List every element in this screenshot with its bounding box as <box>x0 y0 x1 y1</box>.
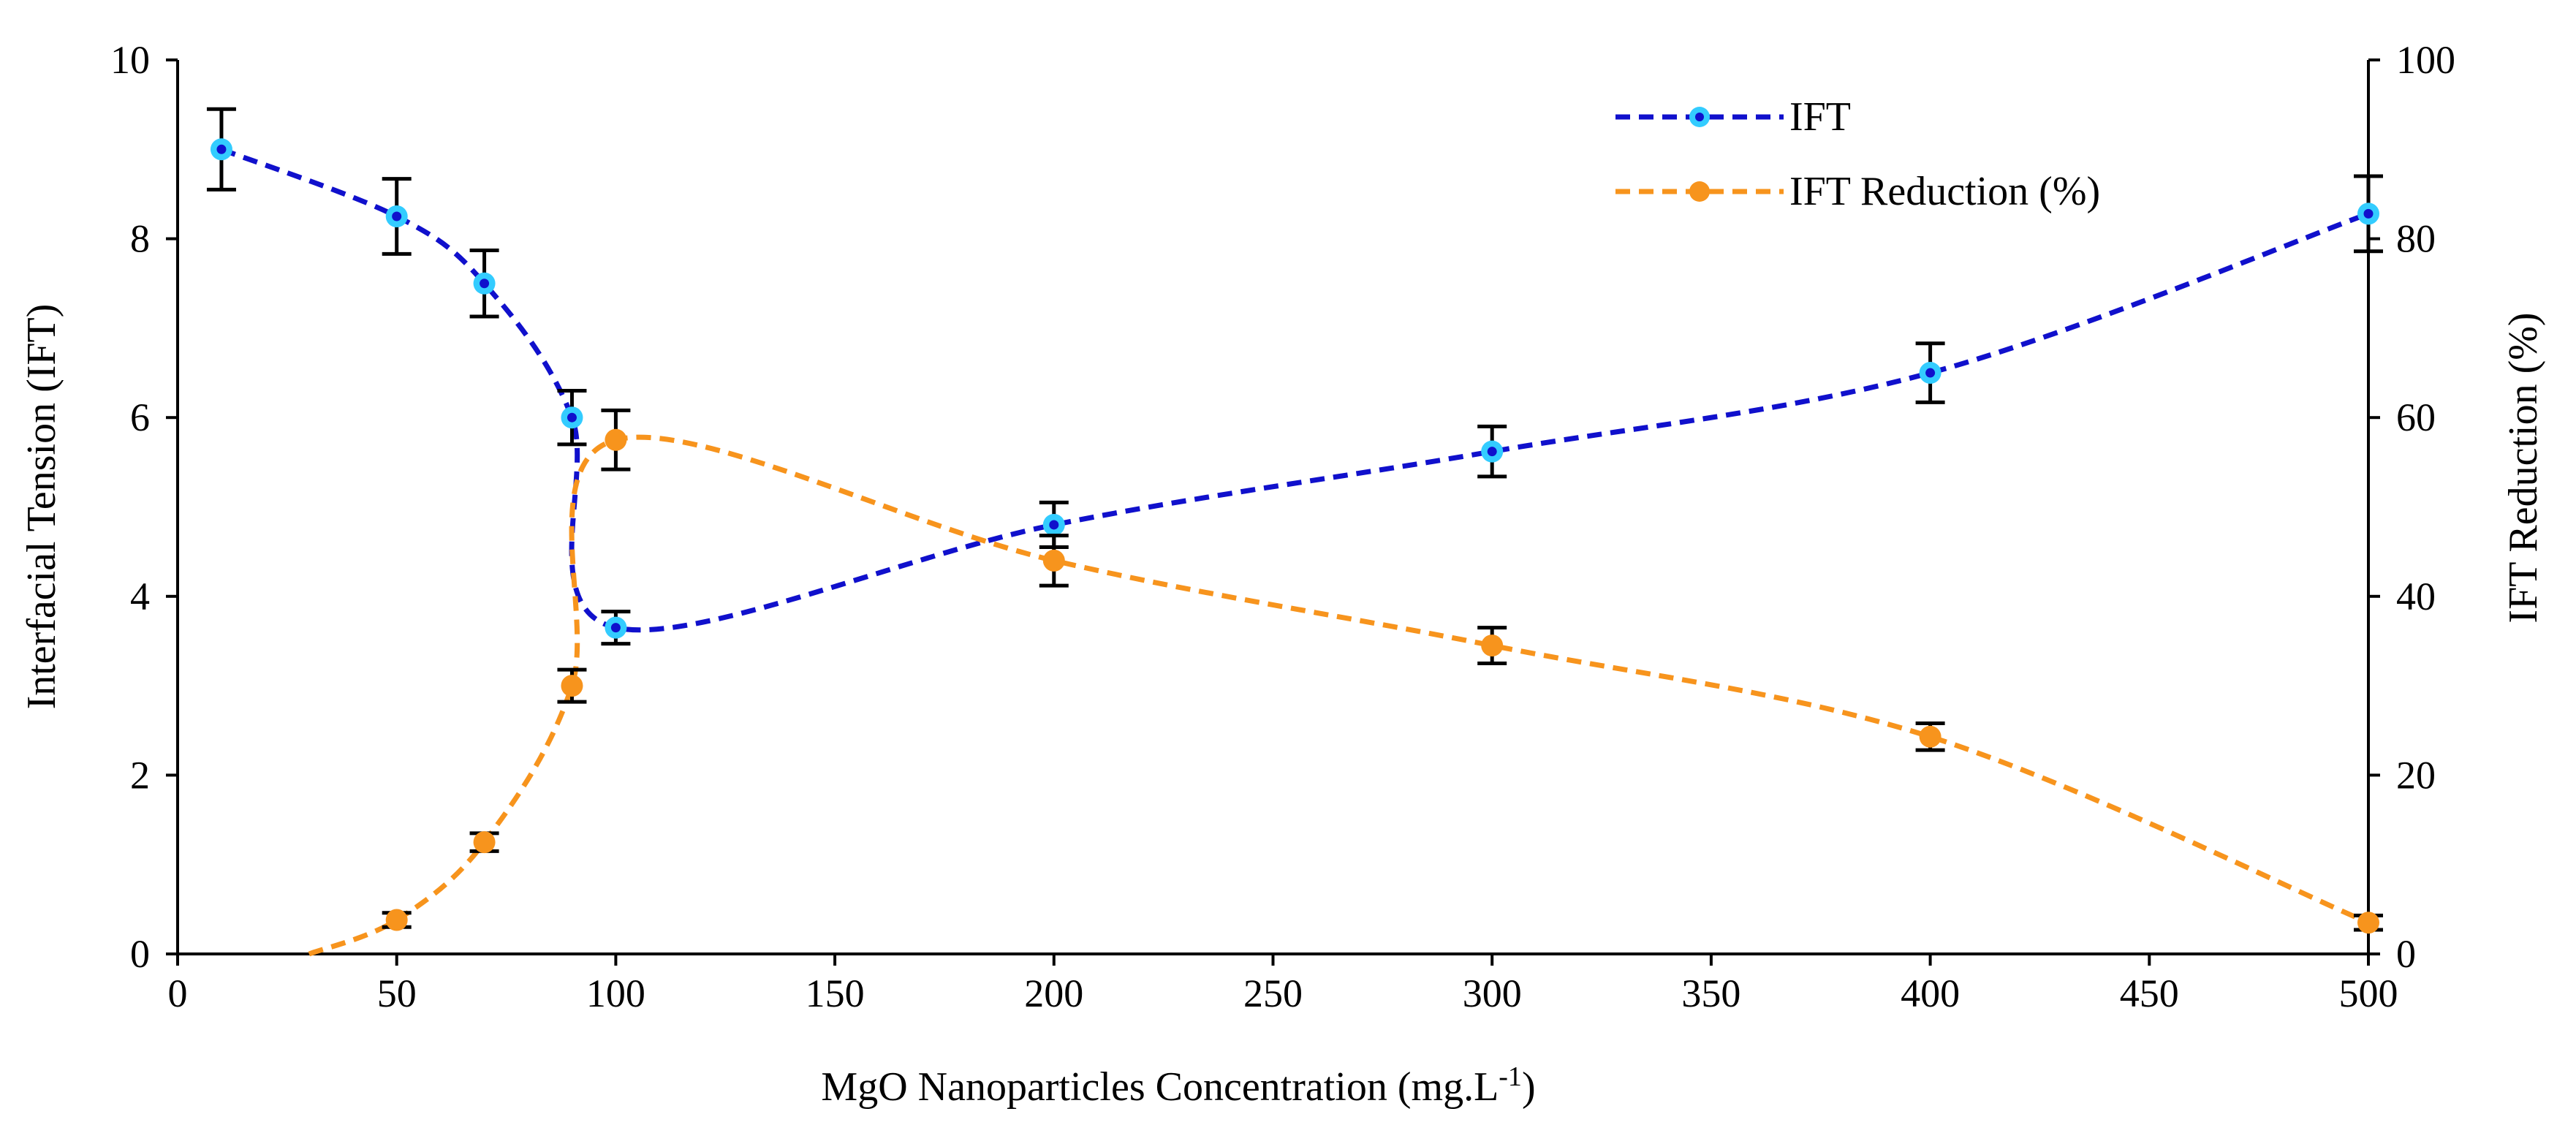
data-point-ift-reduction <box>385 909 408 931</box>
series-line-ift <box>220 147 2370 633</box>
y-right-tick-label: 40 <box>2396 575 2436 618</box>
x-axis-title-superscript: -1 <box>1499 1061 1522 1092</box>
series-ift-reduction <box>308 408 2383 957</box>
y-left-tick-label: 10 <box>110 38 150 82</box>
plot-area <box>206 107 2383 957</box>
legend-item-ift-reduction: IFT Reduction (%) <box>1615 169 2100 214</box>
data-point-center-ift <box>480 279 490 289</box>
data-point-ift-reduction <box>1042 549 1065 572</box>
ticks: 0 50 100 150 200 250 300 350 400 450 5000246810020… <box>110 38 2455 1015</box>
x-tick-label: 350 <box>1681 971 1740 1015</box>
data-point-center-ift <box>2363 208 2374 219</box>
series-line-ift-reduction <box>308 434 2370 957</box>
data-point-ift-reduction <box>1919 725 1942 748</box>
x-axis-title-suffix: ) <box>1522 1064 1536 1110</box>
y-left-tick-label: 8 <box>130 217 150 261</box>
x-tick-label: 150 <box>806 971 865 1015</box>
y-right-axis-title: IFT Reduction (%) <box>2501 312 2546 623</box>
legend-marker-ift-reduction <box>1689 181 1710 202</box>
x-axis-title: MgO Nanoparticles Concentration (mg.L-1) <box>821 1061 1535 1110</box>
data-point-center-ift <box>392 211 402 221</box>
data-point-center-ift <box>567 412 577 423</box>
x-tick-label: 400 <box>1901 971 1960 1015</box>
legend-marker-ift-center <box>1695 113 1704 121</box>
data-point-ift-reduction <box>2357 912 2379 934</box>
data-point-center-ift <box>1049 520 1059 530</box>
data-point-center-ift <box>610 623 621 633</box>
x-tick-label: 200 <box>1024 971 1083 1015</box>
data-point-center-ift <box>1487 447 1497 457</box>
legend: IFT IFT Reduction (%) <box>1615 94 2100 214</box>
x-tick-label: 300 <box>1463 971 1522 1015</box>
y-right-tick-label: 80 <box>2396 217 2436 261</box>
y-right-tick-label: 20 <box>2396 753 2436 797</box>
data-point-ift-reduction <box>605 428 627 451</box>
y-right-tick-label: 0 <box>2396 932 2416 976</box>
y-left-tick-label: 6 <box>130 395 150 439</box>
x-axis-title-main: MgO Nanoparticles Concentration (mg.L <box>821 1064 1499 1110</box>
data-point-center-ift <box>1925 368 1936 378</box>
x-tick-label: 100 <box>586 971 645 1015</box>
x-tick-label: 0 <box>168 971 188 1015</box>
y-right-tick-label: 100 <box>2396 38 2455 82</box>
y-left-axis-title: Interfacial Tension (IFT) <box>19 304 64 710</box>
data-point-ift-reduction <box>561 675 583 697</box>
y-left-tick-label: 4 <box>130 575 150 618</box>
data-point-ift-reduction <box>473 831 496 854</box>
legend-item-ift: IFT <box>1615 94 1851 140</box>
legend-label-ift: IFT <box>1789 94 1851 140</box>
y-left-tick-label: 0 <box>130 932 150 976</box>
legend-label-ift-reduction: IFT Reduction (%) <box>1789 169 2100 214</box>
x-tick-label: 500 <box>2339 971 2398 1015</box>
y-left-tick-label: 2 <box>130 753 150 797</box>
x-tick-label: 50 <box>377 971 417 1015</box>
x-tick-label: 250 <box>1243 971 1303 1015</box>
data-point-ift-reduction <box>1481 635 1504 657</box>
data-point-center-ift <box>216 144 227 154</box>
x-tick-label: 450 <box>2120 971 2179 1015</box>
y-right-tick-label: 60 <box>2396 395 2436 439</box>
series-ift <box>206 107 2383 646</box>
